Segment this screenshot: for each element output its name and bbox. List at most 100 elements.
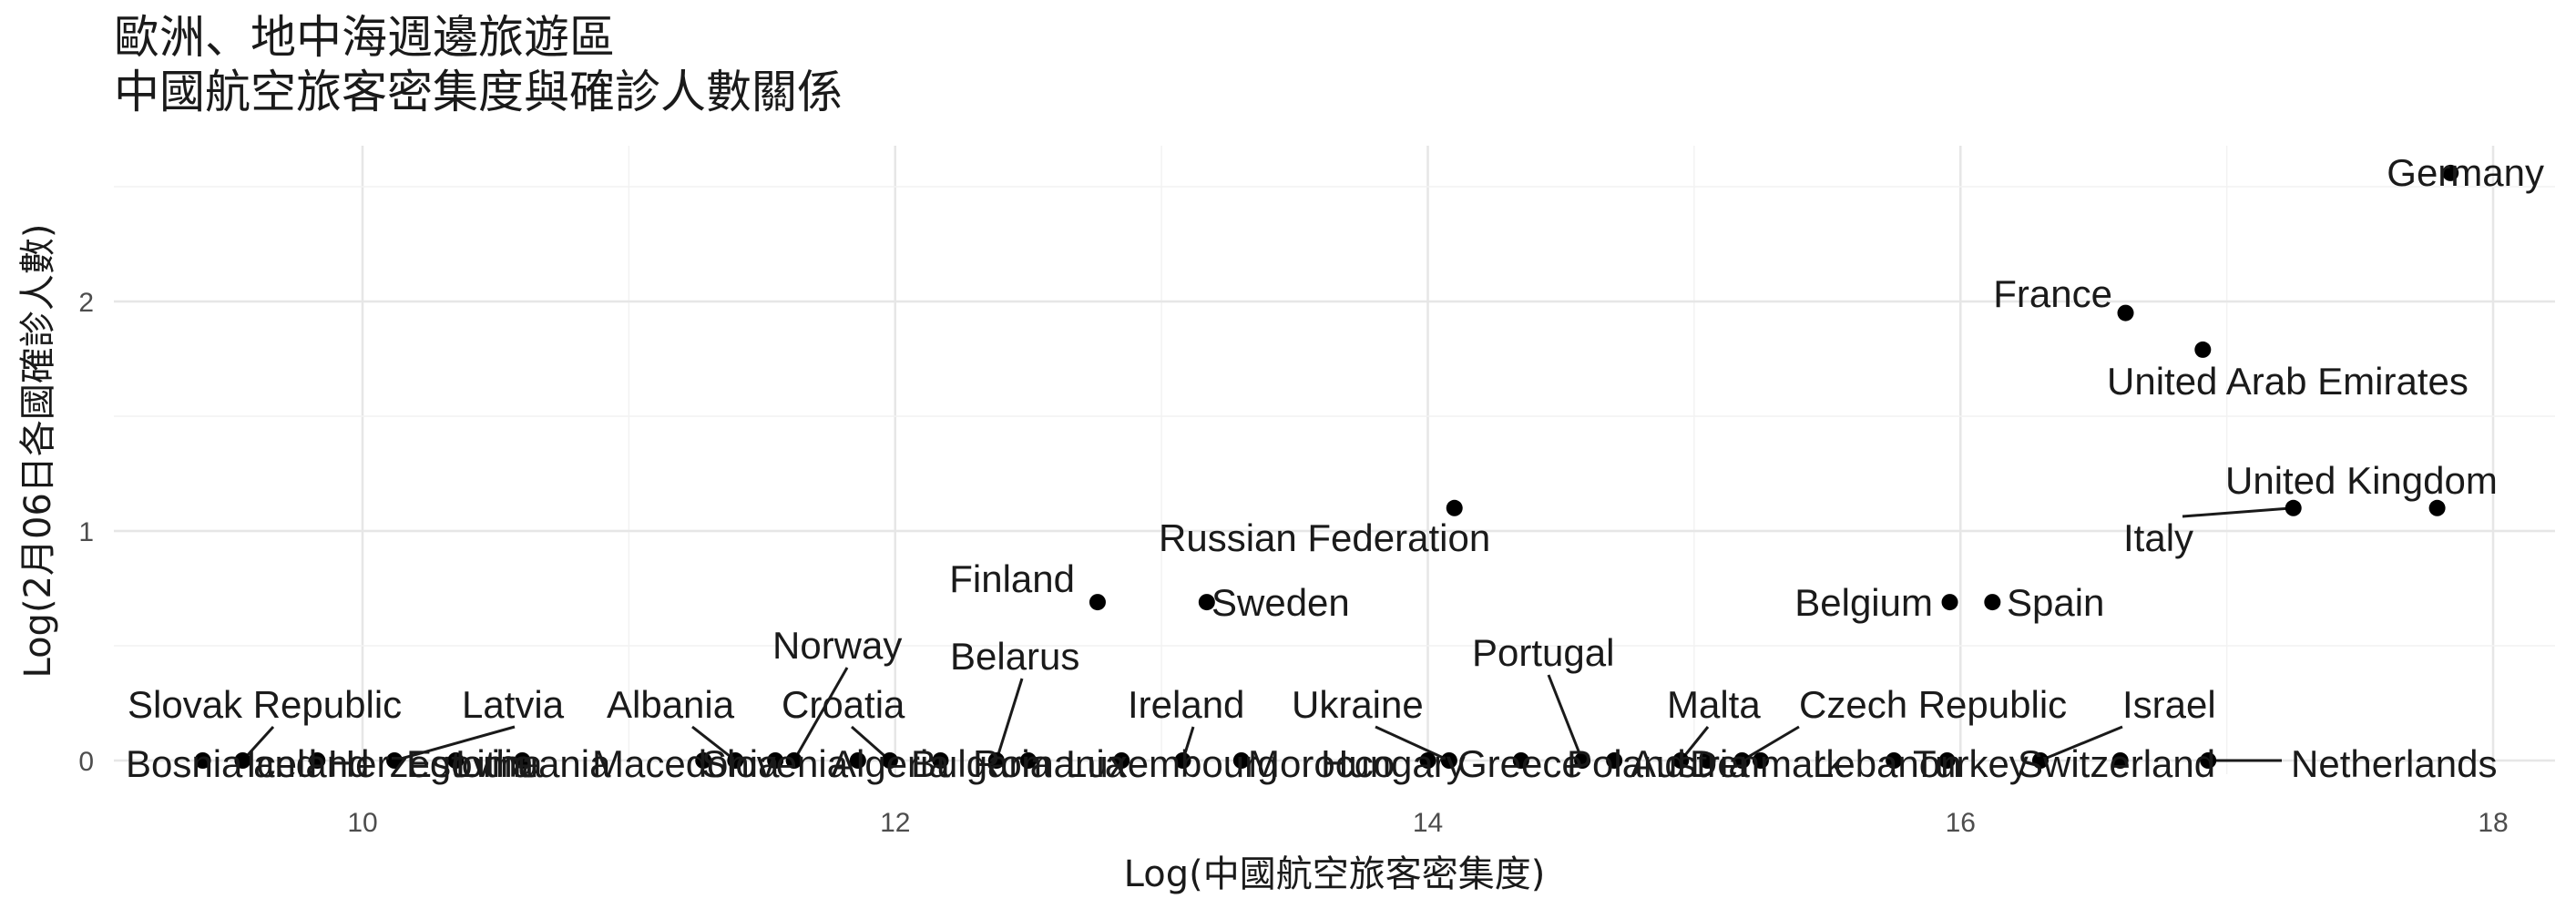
point-croatia [881,752,898,769]
label-greece: Greece [1457,742,1583,785]
label-ukraine: Ukraine [1292,683,1424,726]
point-macedonia [695,752,712,769]
point-portugal [1574,752,1591,769]
point-latvia [386,752,404,769]
label-israel: Israel [2122,683,2216,726]
point-labels: Germany France United Arab Emirates United … [126,151,2544,785]
label-netherlands: Netherlands [2291,742,2497,785]
label-ireland: Ireland [1128,683,1244,726]
y-axis-ticks: 0 1 2 [78,288,94,777]
x-tick-label: 18 [2478,808,2508,838]
label-romania: Romania [973,742,1127,785]
point-malta [1672,752,1690,769]
y-tick-label: 0 [78,747,94,777]
leader-line-israel [2039,725,2123,762]
point-belgium [1941,594,1958,611]
x-tick-label: 16 [1946,808,1976,838]
label-austria: Austria [1630,742,1750,785]
point-estonia [447,752,465,769]
point-ukraine [1440,752,1457,769]
point-turkey [1938,752,1956,769]
point-united-arab-emirates [2194,341,2212,358]
leader-line-norway [792,667,849,761]
x-tick-label: 14 [1413,808,1443,838]
leader-line-ukraine [1375,725,1450,762]
point-poland [1606,752,1623,769]
point-united-kingdom [2428,499,2446,516]
label-czech-republic: Czech Republic [1799,683,2067,726]
y-tick-label: 2 [78,288,94,318]
chart-title-line-1: 歐洲、地中海週邊旅遊區 [114,11,615,64]
point-netherlands [2200,752,2217,769]
point-morocco [1232,752,1250,769]
point-germany [2442,164,2459,181]
x-tick-label: 12 [880,808,910,838]
y-axis-title: Log(2月06日各國確診人數) [17,223,59,678]
label-denmark: Denmark [1690,742,1845,785]
label-russian-federation: Russian Federation [1159,516,1490,559]
label-latvia: Latvia [462,683,565,726]
point-slovenia [767,752,784,769]
label-lithuania: Lithuania [455,742,611,785]
x-tick-label: 10 [347,808,377,838]
label-hungary: Hungary [1321,742,1466,785]
point-iceland [309,752,326,769]
label-italy: Italy [2123,516,2193,559]
point-hungary [1419,752,1436,769]
label-poland: Poland [1567,742,1686,785]
leader-line-portugal [1547,674,1584,761]
point-slovak-republic [234,752,251,769]
point-algeria [849,752,866,769]
point-lebanon [1886,752,1903,769]
label-luxembourg: Luxembourg [1066,742,1278,785]
label-united-kingdom: United Kingdom [2225,459,2498,502]
label-albania: Albania [607,683,735,726]
label-norway: Norway [772,624,902,667]
label-slovenia: Slovenia [701,742,849,785]
point-spain [1984,594,2001,611]
label-bosnia-and-herzegovina: Bosnia and Herzegovina [126,742,543,785]
point-norway [785,752,802,769]
label-spain: Spain [2007,581,2104,624]
point-israel [2031,752,2049,769]
label-turkey: Turkey [1913,742,2029,785]
label-croatia: Croatia [782,683,905,726]
leader-line-latvia [394,725,516,762]
label-germany: Germany [2387,151,2544,194]
point-denmark [1752,752,1769,769]
point-albania [727,752,744,769]
point-romania [1019,752,1037,769]
label-sweden: Sweden [1211,581,1350,624]
leader-line-czech-republic [1741,725,1800,762]
point-ireland [1174,752,1191,769]
point-luxembourg [1113,752,1130,769]
point-finland [1089,594,1106,611]
label-belgium: Belgium [1794,581,1933,624]
label-malta: Malta [1667,683,1761,726]
point-austria [1699,752,1716,769]
label-united-arab-emirates: United Arab Emirates [2107,360,2469,403]
leader-line-albania [691,725,737,762]
label-bulgaria: Bulgaria [911,742,1052,785]
label-leader-lines [241,506,2294,762]
grid [114,146,2555,774]
data-points [194,164,2459,769]
leader-line-croatia [851,725,891,762]
point-france [2117,304,2134,322]
leader-line-italy [2182,506,2294,518]
point-sweden [1198,594,1215,611]
point-bosnia-and-herzegovina [194,752,211,769]
point-russian-federation [1446,499,1463,516]
point-lithuania [514,752,531,769]
label-switzerland: Switzerland [2018,742,2215,785]
point-bulgaria [932,752,949,769]
leader-line-belarus [995,678,1024,761]
label-iceland: Iceland [246,742,369,785]
label-algeria: Algeria [831,742,950,785]
chart-title-line-2: 中國航空旅客密集度與確診人數關係 [114,66,843,118]
x-axis-title: Log(中國航空旅客密集度) [1124,853,1546,895]
label-portugal: Portugal [1472,631,1614,674]
label-macedonia: Macedonia [592,742,780,785]
point-italy [2285,499,2302,516]
